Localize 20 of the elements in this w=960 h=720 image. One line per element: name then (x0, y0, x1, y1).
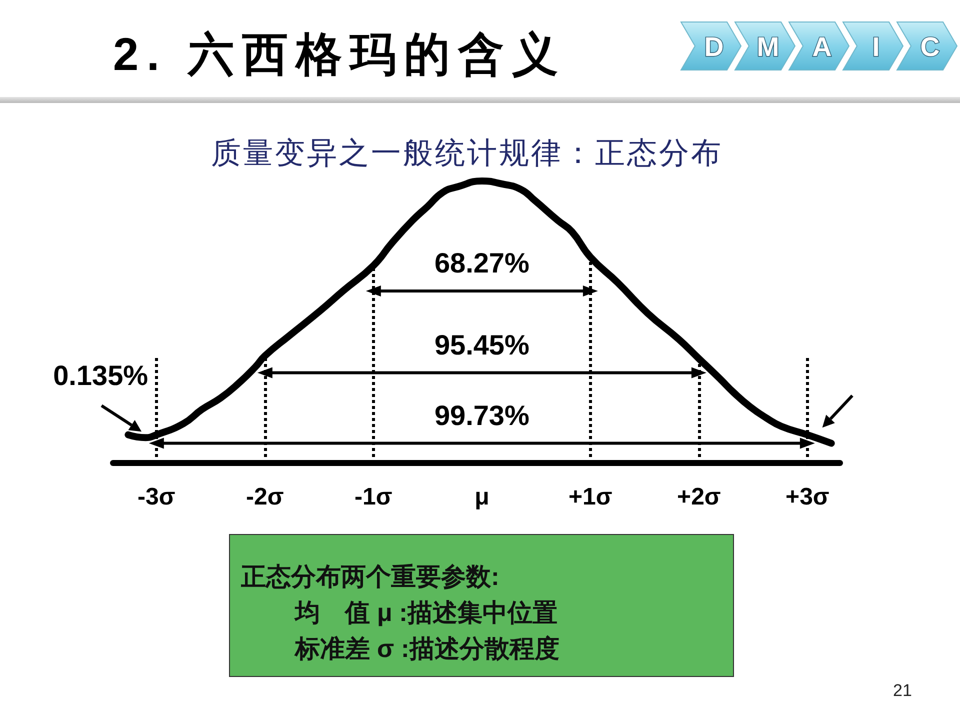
x-tick-label: +3σ (786, 484, 830, 510)
text: 21 (893, 681, 912, 701)
chart-subtitle: 质量变异之一般统计规律：正态分布 (210, 136, 724, 172)
text: D (704, 32, 724, 62)
x-tick-label: +1σ (568, 484, 612, 510)
text: I (872, 32, 880, 62)
series-label: 95.45% (434, 329, 530, 360)
series-label: 68.27% (434, 247, 530, 278)
chart-title: 2. 六西格玛的含义 (113, 27, 566, 82)
text: M (756, 32, 780, 62)
annotation: 0.135% (53, 360, 148, 392)
x-tick-label: +2σ (677, 484, 721, 510)
x-tick-label: -1σ (354, 484, 392, 510)
note-box: 正态分布两个重要参数: 均 值 μ :描述集中位置 标准差 σ :描述分散程度 (229, 534, 734, 677)
x-tick-label: μ (474, 484, 490, 510)
series-label: 99.73% (434, 400, 530, 431)
text: C (920, 32, 940, 62)
text: A (812, 32, 832, 62)
x-tick-label: -3σ (138, 484, 176, 510)
x-tick-label: -2σ (246, 484, 284, 510)
